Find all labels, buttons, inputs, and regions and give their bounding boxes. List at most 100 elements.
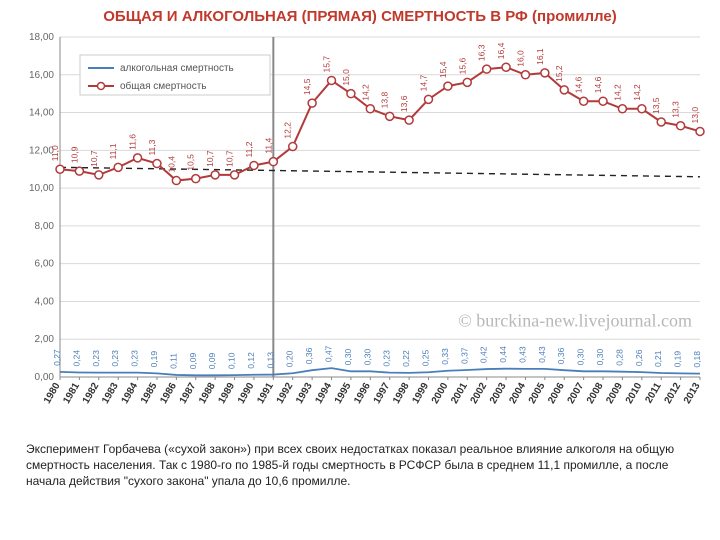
svg-text:16,00: 16,00 [29, 70, 54, 81]
svg-text:1991: 1991 [255, 381, 276, 406]
svg-text:14,5: 14,5 [302, 78, 312, 95]
svg-text:16,4: 16,4 [496, 42, 506, 59]
svg-text:15,7: 15,7 [322, 56, 332, 73]
svg-text:0,42: 0,42 [479, 346, 489, 363]
svg-text:1989: 1989 [216, 381, 237, 406]
svg-text:0,10: 0,10 [227, 352, 237, 369]
svg-text:13,8: 13,8 [380, 92, 390, 109]
svg-text:14,6: 14,6 [593, 76, 603, 93]
svg-text:16,1: 16,1 [535, 48, 545, 65]
svg-text:0,11: 0,11 [168, 353, 178, 369]
svg-text:0,23: 0,23 [91, 350, 101, 367]
svg-text:10,4: 10,4 [166, 156, 176, 173]
svg-text:2006: 2006 [546, 381, 567, 406]
caption-text: Эксперимент Горбачева («сухой закон») пр… [0, 427, 720, 490]
svg-text:0,13: 0,13 [265, 352, 275, 369]
svg-text:6,00: 6,00 [35, 259, 55, 270]
svg-text:10,7: 10,7 [89, 150, 99, 167]
svg-text:1990: 1990 [236, 381, 257, 406]
svg-text:0,12: 0,12 [246, 352, 256, 369]
svg-text:0,09: 0,09 [207, 352, 217, 369]
svg-text:1983: 1983 [100, 381, 121, 406]
svg-text:11,6: 11,6 [128, 134, 138, 150]
svg-text:11,2: 11,2 [244, 141, 254, 157]
svg-text:1984: 1984 [120, 381, 141, 406]
chart-title: ОБЩАЯ И АЛКОГОЛЬНАЯ (ПРЯМАЯ) СМЕРТНОСТЬ … [0, 0, 720, 27]
svg-text:16,3: 16,3 [477, 44, 487, 61]
svg-text:0,19: 0,19 [149, 351, 159, 368]
svg-text:0,23: 0,23 [110, 350, 120, 367]
svg-text:2012: 2012 [663, 381, 684, 406]
svg-text:0,30: 0,30 [595, 349, 605, 366]
svg-text:16,0: 16,0 [515, 50, 525, 67]
svg-text:1987: 1987 [178, 381, 199, 406]
svg-text:2002: 2002 [469, 381, 490, 406]
chart-svg: 0,002,004,006,008,0010,0012,0014,0016,00… [10, 27, 710, 427]
svg-text:11,3: 11,3 [147, 139, 157, 155]
svg-text:1995: 1995 [333, 381, 354, 406]
svg-text:1986: 1986 [158, 381, 179, 406]
svg-text:15,6: 15,6 [457, 58, 467, 75]
svg-text:11,1: 11,1 [108, 143, 118, 159]
svg-text:0,30: 0,30 [343, 349, 353, 366]
svg-text:10,7: 10,7 [225, 150, 235, 167]
svg-text:0,18: 0,18 [692, 351, 702, 368]
svg-text:14,7: 14,7 [418, 75, 428, 92]
svg-text:0,44: 0,44 [498, 346, 508, 363]
svg-text:14,6: 14,6 [574, 76, 584, 93]
svg-text:0,43: 0,43 [537, 346, 547, 363]
svg-text:1996: 1996 [352, 381, 373, 406]
svg-text:4,00: 4,00 [35, 296, 55, 307]
svg-text:1988: 1988 [197, 381, 218, 406]
svg-text:15,2: 15,2 [554, 65, 564, 82]
svg-text:0,22: 0,22 [401, 350, 411, 367]
svg-text:2013: 2013 [682, 381, 703, 406]
svg-text:1982: 1982 [81, 381, 102, 406]
svg-text:11,4: 11,4 [263, 137, 273, 153]
svg-text:2008: 2008 [585, 381, 606, 406]
svg-text:0,23: 0,23 [382, 350, 392, 367]
svg-text:2004: 2004 [507, 381, 528, 406]
svg-text:14,2: 14,2 [612, 84, 622, 101]
svg-text:12,2: 12,2 [283, 122, 293, 139]
svg-text:0,23: 0,23 [130, 350, 140, 367]
svg-text:0,26: 0,26 [634, 349, 644, 366]
svg-text:18,00: 18,00 [29, 32, 54, 43]
svg-text:1981: 1981 [61, 381, 82, 406]
svg-text:1997: 1997 [372, 381, 393, 406]
svg-text:0,00: 0,00 [35, 372, 55, 383]
svg-text:15,0: 15,0 [341, 69, 351, 86]
svg-text:0,25: 0,25 [420, 349, 430, 366]
svg-text:2011: 2011 [643, 381, 664, 406]
svg-text:общая смертность: общая смертность [120, 80, 207, 92]
svg-text:1999: 1999 [410, 381, 431, 406]
svg-text:0,36: 0,36 [304, 347, 314, 364]
svg-text:0,36: 0,36 [556, 347, 566, 364]
svg-text:0,37: 0,37 [459, 347, 469, 364]
svg-text:0,24: 0,24 [71, 350, 81, 367]
svg-text:2001: 2001 [449, 381, 470, 406]
svg-text:13,5: 13,5 [651, 97, 661, 114]
svg-text:10,00: 10,00 [29, 183, 54, 194]
svg-text:1992: 1992 [275, 381, 296, 406]
svg-text:0,30: 0,30 [576, 349, 586, 366]
svg-text:© burckina-new.livejournal.com: © burckina-new.livejournal.com [458, 310, 692, 330]
svg-text:1994: 1994 [313, 381, 334, 406]
svg-text:0,43: 0,43 [517, 346, 527, 363]
svg-text:13,6: 13,6 [399, 95, 409, 112]
svg-text:0,09: 0,09 [188, 352, 198, 369]
svg-text:15,4: 15,4 [438, 61, 448, 78]
svg-text:0,21: 0,21 [653, 350, 663, 367]
svg-text:1993: 1993 [294, 381, 315, 406]
svg-text:0,47: 0,47 [324, 345, 334, 362]
svg-text:2009: 2009 [604, 381, 625, 406]
svg-text:11,0: 11,0 [50, 145, 60, 161]
svg-text:1985: 1985 [139, 381, 160, 406]
svg-text:13,0: 13,0 [690, 107, 700, 124]
svg-text:2003: 2003 [488, 381, 509, 406]
svg-text:2000: 2000 [430, 381, 451, 406]
svg-text:0,27: 0,27 [52, 349, 62, 366]
svg-text:10,5: 10,5 [186, 154, 196, 171]
svg-text:10,7: 10,7 [205, 150, 215, 167]
svg-text:2007: 2007 [566, 381, 587, 406]
